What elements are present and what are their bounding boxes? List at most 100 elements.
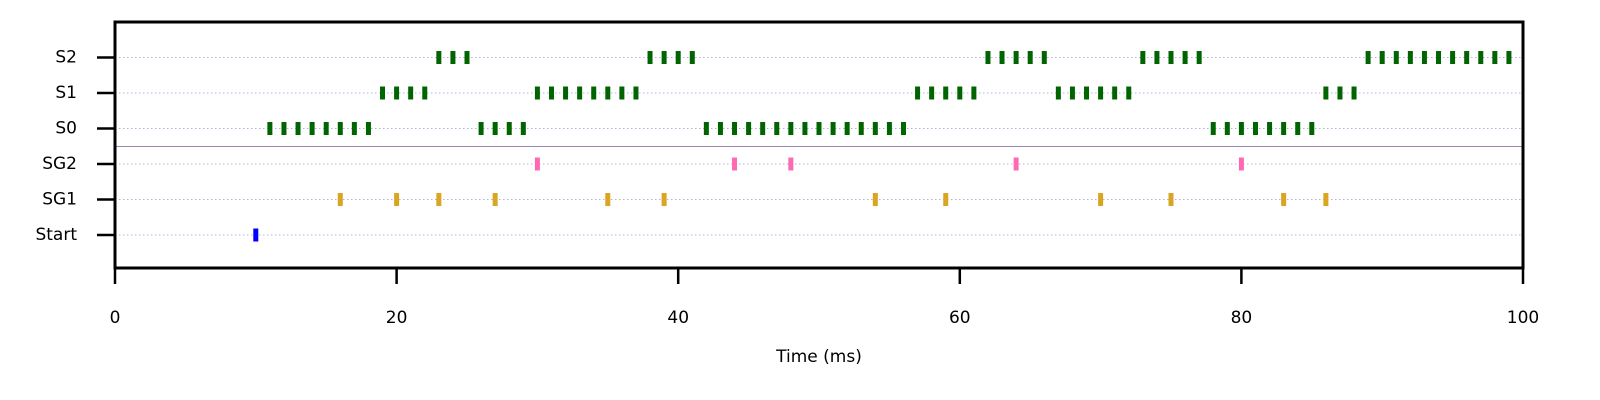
- spike: [1478, 51, 1484, 65]
- spike: [971, 86, 977, 100]
- spike: [999, 51, 1005, 65]
- spike: [732, 157, 738, 171]
- spike: [872, 193, 878, 207]
- spike: [886, 122, 892, 136]
- spike: [1238, 122, 1244, 136]
- spike: [1323, 193, 1329, 207]
- spike: [633, 86, 639, 100]
- spike: [788, 157, 794, 171]
- spike: [1154, 51, 1160, 65]
- spike: [394, 193, 400, 207]
- spike: [1168, 193, 1174, 207]
- spike: [858, 122, 864, 136]
- spike: [548, 86, 554, 100]
- x-tick-label: 40: [667, 308, 689, 328]
- spike: [337, 193, 343, 207]
- spike: [929, 86, 935, 100]
- spike: [802, 122, 808, 136]
- spike: [1196, 51, 1202, 65]
- spike: [267, 122, 273, 136]
- y-tick-label: SG2: [42, 154, 77, 174]
- spike: [957, 86, 963, 100]
- spike: [703, 122, 709, 136]
- spike: [323, 122, 329, 136]
- x-axis-label: Time (ms): [775, 347, 862, 367]
- spike: [1450, 51, 1456, 65]
- spike: [675, 51, 681, 65]
- spike: [943, 86, 949, 100]
- spike: [1407, 51, 1413, 65]
- spike: [1168, 51, 1174, 65]
- spike: [746, 122, 752, 136]
- spike: [591, 86, 597, 100]
- spike: [900, 122, 906, 136]
- spike: [436, 193, 442, 207]
- spike: [1464, 51, 1470, 65]
- spike: [760, 122, 766, 136]
- spike: [1379, 51, 1385, 65]
- spike: [1182, 51, 1188, 65]
- spike: [534, 86, 540, 100]
- y-tick-label: S0: [55, 119, 77, 139]
- spike: [1436, 51, 1442, 65]
- spike: [605, 193, 611, 207]
- y-tick-label: S1: [55, 83, 77, 103]
- spike: [380, 86, 386, 100]
- spike: [351, 122, 357, 136]
- spike: [1041, 51, 1047, 65]
- spike: [309, 122, 315, 136]
- spike: [281, 122, 287, 136]
- spike: [1140, 51, 1146, 65]
- spike: [605, 86, 611, 100]
- spike: [830, 122, 836, 136]
- x-tick-label: 0: [110, 308, 121, 328]
- spike: [1323, 86, 1329, 100]
- spike: [788, 122, 794, 136]
- spike: [1295, 122, 1301, 136]
- spike: [619, 86, 625, 100]
- spike: [816, 122, 822, 136]
- spike: [1013, 51, 1019, 65]
- y-tick-label: S2: [55, 48, 77, 68]
- spike: [464, 51, 470, 65]
- spike: [1252, 122, 1258, 136]
- spike: [1098, 193, 1104, 207]
- spike: [1027, 51, 1033, 65]
- spike: [1098, 86, 1104, 100]
- spike: [1126, 86, 1132, 100]
- x-tick-label: 80: [1231, 308, 1253, 328]
- spike: [1013, 157, 1019, 171]
- spike: [492, 122, 498, 136]
- spike: [1281, 122, 1287, 136]
- spike: [1084, 86, 1090, 100]
- spike: [717, 122, 723, 136]
- spike: [661, 193, 667, 207]
- spike: [253, 228, 259, 242]
- spike: [1238, 157, 1244, 171]
- spike: [450, 51, 456, 65]
- y-tick-label: SG1: [42, 190, 77, 210]
- spike: [774, 122, 780, 136]
- spike: [492, 193, 498, 207]
- spike: [337, 122, 343, 136]
- spike: [844, 122, 850, 136]
- spike: [577, 86, 583, 100]
- spike: [1281, 193, 1287, 207]
- spike: [1393, 51, 1399, 65]
- spike: [1421, 51, 1427, 65]
- x-tick-label: 60: [949, 308, 971, 328]
- spike: [394, 86, 400, 100]
- spike: [422, 86, 428, 100]
- spike: [1492, 51, 1498, 65]
- spike: [520, 122, 526, 136]
- spike: [1337, 86, 1343, 100]
- spike: [732, 122, 738, 136]
- x-tick-label: 20: [386, 308, 408, 328]
- spike: [506, 122, 512, 136]
- spike: [915, 86, 921, 100]
- spike: [647, 51, 653, 65]
- spike: [1506, 51, 1512, 65]
- spike: [689, 51, 695, 65]
- spike: [1224, 122, 1230, 136]
